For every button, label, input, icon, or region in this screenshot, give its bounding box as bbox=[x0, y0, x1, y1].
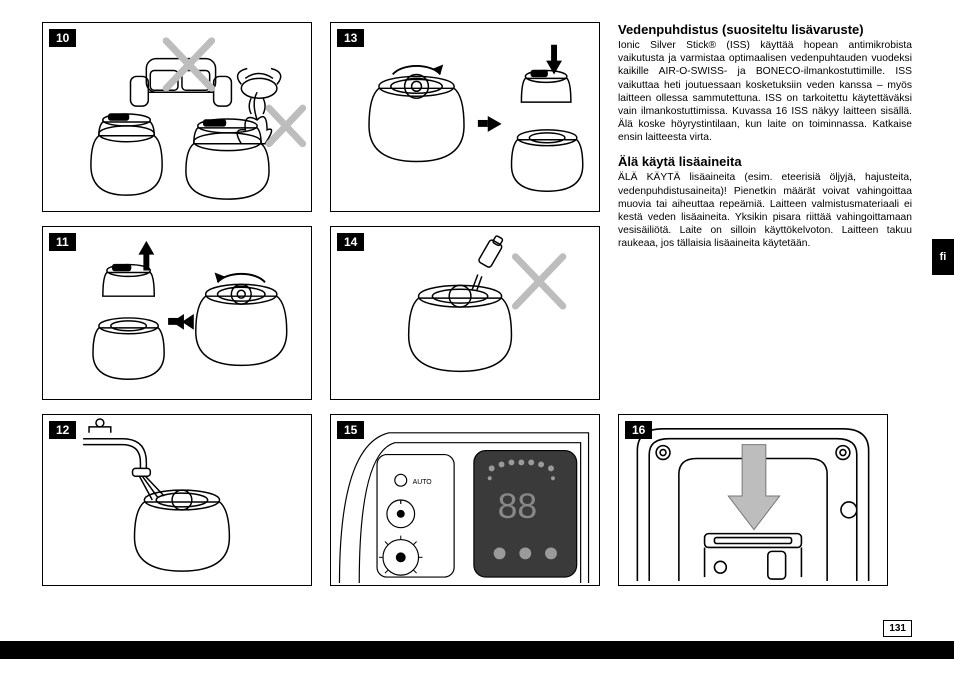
figure-10: 10 bbox=[42, 22, 312, 212]
figure-badge: 15 bbox=[337, 421, 364, 439]
section-1-body: Ionic Silver Stick® (ISS) käyttää hopean… bbox=[618, 39, 912, 144]
illustration-remove-tank bbox=[43, 227, 311, 399]
columns: 10 bbox=[42, 22, 912, 586]
illustration-iss-position bbox=[619, 415, 887, 585]
illustration-no-additives bbox=[331, 227, 599, 399]
page-number: 131 bbox=[883, 620, 912, 637]
figure-14: 14 bbox=[330, 226, 600, 400]
illustration-replace-cap bbox=[331, 23, 599, 211]
column-right: Vedenpuhdistus (suositeltu lisävaruste) … bbox=[618, 22, 912, 586]
figure-11: 11 bbox=[42, 226, 312, 400]
text-block: Vedenpuhdistus (suositeltu lisävaruste) … bbox=[618, 22, 912, 260]
figure-badge: 10 bbox=[49, 29, 76, 47]
column-middle: 13 bbox=[330, 22, 600, 586]
figure-badge: 16 bbox=[625, 421, 652, 439]
figure-13: 13 bbox=[330, 22, 600, 212]
svg-text:AUTO: AUTO bbox=[413, 479, 433, 486]
figure-badge: 13 bbox=[337, 29, 364, 47]
section-1-title: Vedenpuhdistus (suositeltu lisävaruste) bbox=[618, 22, 912, 37]
section-2-title: Älä käytä lisäaineita bbox=[618, 154, 912, 169]
language-tab: fi bbox=[932, 239, 954, 275]
svg-text:88: 88 bbox=[498, 486, 538, 526]
figure-badge: 11 bbox=[49, 233, 76, 251]
illustration-placement-wrong bbox=[43, 23, 311, 211]
figure-15: 15 AUTO bbox=[330, 414, 600, 586]
section-2-body: ÄLÄ KÄYTÄ lisäaineita (esim. eteerisiä ö… bbox=[618, 171, 912, 250]
column-left: 10 bbox=[42, 22, 312, 586]
illustration-control-panel: AUTO bbox=[331, 415, 599, 585]
illustration-fill-water bbox=[43, 415, 311, 585]
page: 10 bbox=[0, 0, 954, 673]
footer-bar bbox=[0, 641, 954, 659]
figure-12: 12 bbox=[42, 414, 312, 586]
figure-badge: 12 bbox=[49, 421, 76, 439]
figure-16: 16 bbox=[618, 414, 888, 586]
figure-badge: 14 bbox=[337, 233, 364, 251]
